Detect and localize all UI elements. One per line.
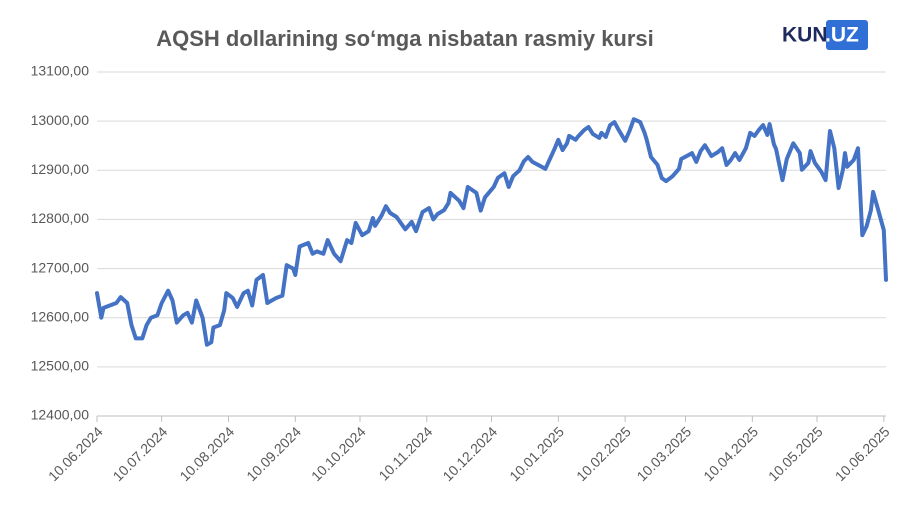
y-tick-label: 12700,00	[31, 259, 90, 275]
y-tick-label: 12900,00	[31, 161, 90, 177]
x-tick-label: 10.03.2025	[633, 423, 694, 484]
x-tick-label: 10.09.2024	[243, 423, 304, 484]
y-tick-label: 13000,00	[31, 112, 90, 128]
x-tick-label: 10.11.2024	[375, 423, 435, 483]
x-tick-label: 10.05.2025	[765, 423, 826, 484]
y-tick-label: 13100,00	[31, 63, 90, 79]
chart-title: AQSH dollarining so‘mga nisbatan rasmiy …	[156, 26, 654, 51]
logo-right: .UZ	[825, 24, 859, 47]
x-tick-label: 10.12.2024	[439, 423, 500, 484]
x-tick-label: 10.02.2025	[573, 423, 634, 484]
logo-left: KUN	[782, 24, 828, 47]
x-tick-label: 10.07.2024	[110, 423, 171, 484]
x-tick-label: 10.10.2024	[308, 423, 369, 484]
series-line	[95, 117, 888, 347]
logo: KUN .UZ	[782, 20, 868, 50]
x-tick-label: 10.04.2025	[700, 423, 761, 484]
y-tick-label: 12500,00	[31, 358, 90, 374]
y-tick-label: 12600,00	[31, 308, 90, 324]
x-tick-label: 10.06.2024	[45, 423, 106, 484]
logo-box	[826, 20, 868, 50]
x-tick-label: 10.08.2024	[176, 423, 237, 484]
x-tick-label: 10.06.2025	[832, 423, 893, 484]
x-tick-label: 10.01.2025	[506, 423, 567, 484]
y-tick-label: 12400,00	[31, 407, 90, 423]
y-tick-label: 12800,00	[31, 210, 90, 226]
